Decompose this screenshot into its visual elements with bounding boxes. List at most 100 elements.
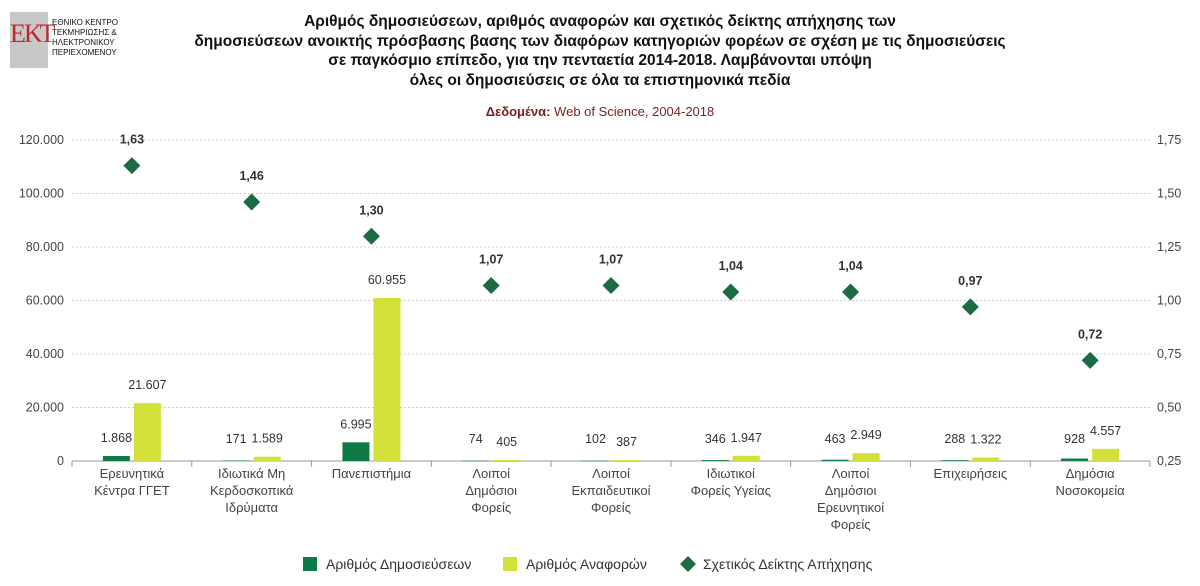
data-label-publications: 102: [585, 432, 606, 446]
impact-marker: [243, 193, 261, 211]
logo: ΕΚΤ ΕΘΝΙΚΟ ΚΕΝΤΡΟ ΤΕΚΜΗΡΙΩΣΗΣ & ΗΛΕΚΤΡΟΝ…: [10, 12, 130, 68]
legend-label-impact: Σχετικός Δείκτης Απήχησης: [703, 556, 873, 572]
data-label-impact: 1,04: [838, 259, 862, 273]
bar-citations: [613, 459, 640, 461]
data-label-publications: 171: [226, 432, 247, 446]
subtitle-source: Web of Science, 2004-2018: [550, 104, 715, 119]
bar-citations: [732, 455, 760, 461]
legend-swatch-citations: [503, 557, 517, 571]
bar-publications: [462, 460, 490, 462]
y2-tick-label: 0,75: [1157, 347, 1181, 361]
impact-marker: [722, 283, 740, 301]
x-tick-label: Νοσοκομεία: [1056, 483, 1126, 498]
data-label-impact: 0,97: [958, 274, 982, 288]
data-label-impact: 1,04: [719, 259, 743, 273]
y-tick-label: 20.000: [26, 401, 64, 415]
x-tick-label: Λοιποί: [472, 466, 510, 481]
x-tick-label: Λοιποί: [832, 466, 870, 481]
logo-mark-text: ΕΚΤ: [10, 19, 55, 48]
logo-text: ΕΘΝΙΚΟ ΚΕΝΤΡΟ ΤΕΚΜΗΡΙΩΣΗΣ & ΗΛΕΚΤΡΟΝΙΚΟΥ…: [52, 18, 132, 58]
impact-marker: [961, 298, 979, 316]
bar-citations: [493, 459, 521, 461]
bar-citations: [972, 457, 1000, 461]
data-label-publications: 346: [705, 432, 726, 446]
data-label-impact: 1,46: [239, 169, 263, 183]
data-label-publications: 6.995: [340, 417, 371, 431]
x-tick-label: Φορείς Υγείας: [691, 483, 771, 498]
y2-tick-label: 1,75: [1157, 133, 1181, 147]
x-tick-label: Δημόσιοι: [465, 483, 517, 498]
data-label-citations: 1.589: [252, 432, 283, 446]
data-label-impact: 0,72: [1078, 327, 1102, 341]
impact-marker: [482, 277, 500, 295]
x-tick-label: Κέντρα ΓΓΕΤ: [94, 483, 170, 498]
bar-citations: [253, 456, 281, 461]
impact-marker: [602, 277, 620, 295]
y2-tick-label: 1,25: [1157, 240, 1181, 254]
bar-publications: [222, 460, 250, 462]
bar-citations: [852, 453, 880, 461]
legend-swatch-publications: [303, 557, 317, 571]
y2-tick-label: 0,50: [1157, 401, 1181, 415]
x-tick-label: Εκπαιδευτικοί: [572, 483, 651, 498]
data-label-citations: 60.955: [368, 273, 406, 287]
data-label-impact: 1,63: [120, 133, 144, 147]
y2-tick-label: 1,50: [1157, 187, 1181, 201]
data-label-citations: 1.322: [970, 432, 1001, 446]
logo-mark: ΕΚΤ: [10, 12, 55, 68]
data-label-publications: 463: [825, 432, 846, 446]
x-tick-label: Δημόσια: [1066, 466, 1116, 481]
y2-tick-label: 0,25: [1157, 454, 1181, 468]
bar-citations: [133, 403, 161, 461]
x-tick-label: Κερδοσκοπικά: [210, 483, 294, 498]
chart-title: Αριθμός δημοσιεύσεων, αριθμός αναφορών κ…: [150, 12, 1050, 90]
logo-line: ΤΕΚΜΗΡΙΩΣΗΣ &: [52, 28, 117, 37]
bar-publications: [821, 459, 849, 461]
x-tick-label: Επιχειρήσεις: [934, 466, 1008, 481]
bar-publications: [102, 456, 130, 461]
data-label-impact: 1,07: [599, 253, 623, 267]
x-tick-label: Ιδιωτικά Μη: [218, 466, 285, 481]
impact-marker: [362, 227, 380, 245]
x-tick-label: Ιδρύματα: [225, 500, 278, 515]
x-tick-label: Ιδιωτικοί: [707, 466, 755, 481]
impact-marker: [123, 157, 141, 175]
y2-tick-label: 1,00: [1157, 294, 1181, 308]
chart-title-line: όλες οι δημοσιεύσεις σε όλα τα επιστημον…: [409, 71, 791, 89]
chart-subtitle: Δεδομένα: Web of Science, 2004-2018: [300, 104, 900, 119]
y-tick-label: 100.000: [19, 187, 64, 201]
data-label-publications: 1.868: [101, 431, 132, 445]
chart-title-line: Αριθμός δημοσιεύσεων, αριθμός αναφορών κ…: [304, 13, 896, 30]
x-tick-label: Λοιποί: [592, 466, 630, 481]
bar-citations: [373, 297, 401, 461]
x-tick-label: Φορείς: [591, 500, 631, 515]
chart-legend: Αριθμός Δημοσιεύσεων Αριθμός Αναφορών Σχετ…: [303, 556, 873, 572]
bar-publications: [1061, 458, 1089, 461]
data-label-citations: 2.949: [850, 428, 881, 442]
bar-citations: [1092, 448, 1120, 461]
data-label-citations: 21.607: [128, 378, 166, 392]
data-label-citations: 4.557: [1090, 424, 1121, 438]
x-tick-label: Δημόσιοι: [825, 483, 877, 498]
bar-publications: [342, 442, 370, 461]
legend-label-citations: Αριθμός Αναφορών: [526, 556, 647, 572]
logo-line: ΠΕΡΙΕΧΟΜΕΝΟΥ: [52, 48, 117, 57]
legend-label-publications: Αριθμός Δημοσιεύσεων: [326, 556, 471, 572]
bar-publications: [941, 460, 969, 461]
y-tick-label: 40.000: [26, 347, 64, 361]
x-tick-label: Φορείς: [471, 500, 511, 515]
chart-title-line: δημοσιεύσεων ανοικτής πρόσβασης βασης τω…: [194, 32, 1006, 50]
data-label-publications: 74: [469, 432, 483, 446]
y-tick-label: 120.000: [19, 133, 64, 147]
logo-line: ΕΘΝΙΚΟ ΚΕΝΤΡΟ: [52, 18, 118, 27]
y-tick-label: 80.000: [26, 240, 64, 254]
x-tick-label: Φορείς: [831, 517, 871, 532]
bar-publications: [701, 460, 729, 461]
data-label-publications: 288: [944, 432, 965, 446]
impact-marker: [1081, 351, 1099, 369]
data-label-impact: 1,30: [359, 203, 383, 217]
chart-title-line: σε παγκόσμιο επίπεδο, για την πενταετία …: [328, 52, 872, 69]
subtitle-label: Δεδομένα:: [485, 104, 551, 119]
y-tick-label: 0: [57, 454, 64, 468]
